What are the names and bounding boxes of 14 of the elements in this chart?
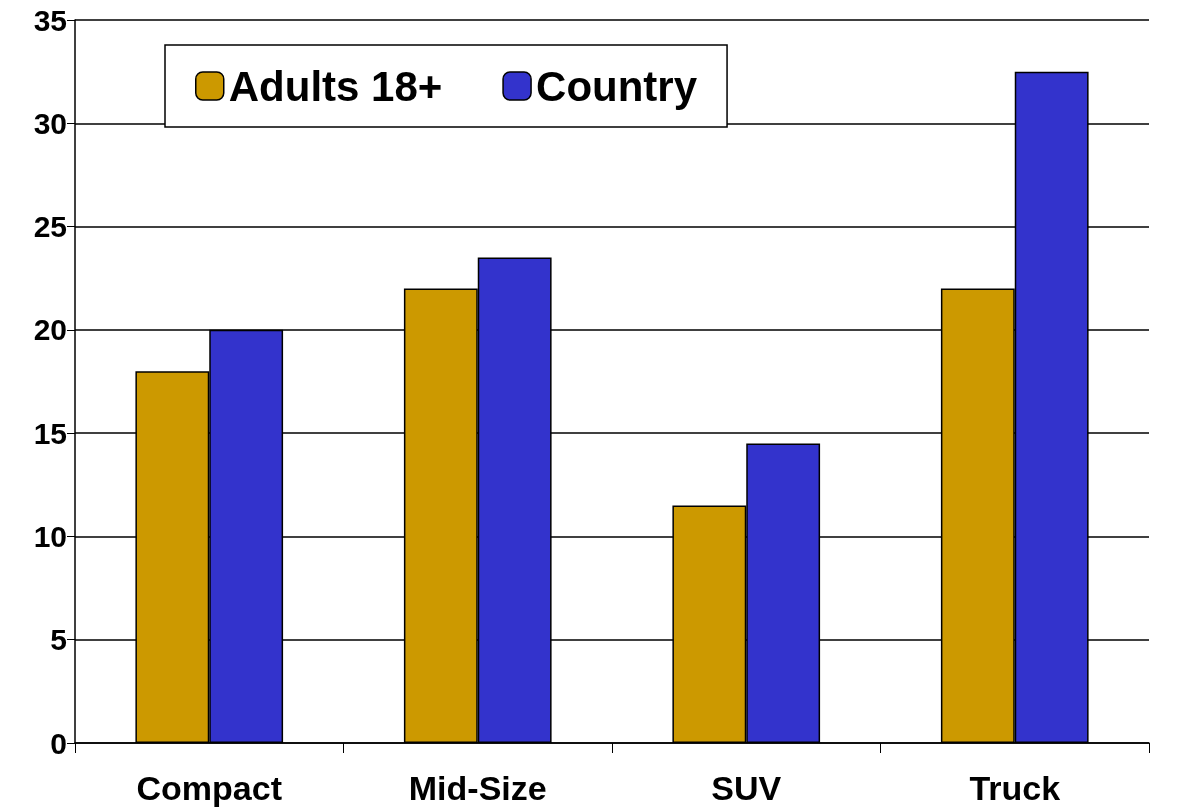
y-tick-label: 5: [50, 623, 67, 657]
y-tick-label: 0: [50, 726, 67, 760]
x-tick-label: Compact: [136, 769, 282, 807]
legend-label: Adults 18+: [228, 62, 443, 110]
x-tick-label: SUV: [711, 769, 782, 807]
x-tick-label: Mid-Size: [408, 769, 547, 807]
y-tick-label: 25: [33, 210, 67, 244]
legend-label: Country: [536, 62, 698, 110]
y-tick-label: 20: [33, 313, 67, 347]
y-tick-label: 30: [33, 106, 67, 140]
x-tick-label: Truck: [969, 769, 1061, 807]
y-tick-label: 10: [33, 519, 67, 553]
y-tick-label: 35: [33, 3, 67, 37]
y-tick-label: 15: [33, 416, 67, 450]
